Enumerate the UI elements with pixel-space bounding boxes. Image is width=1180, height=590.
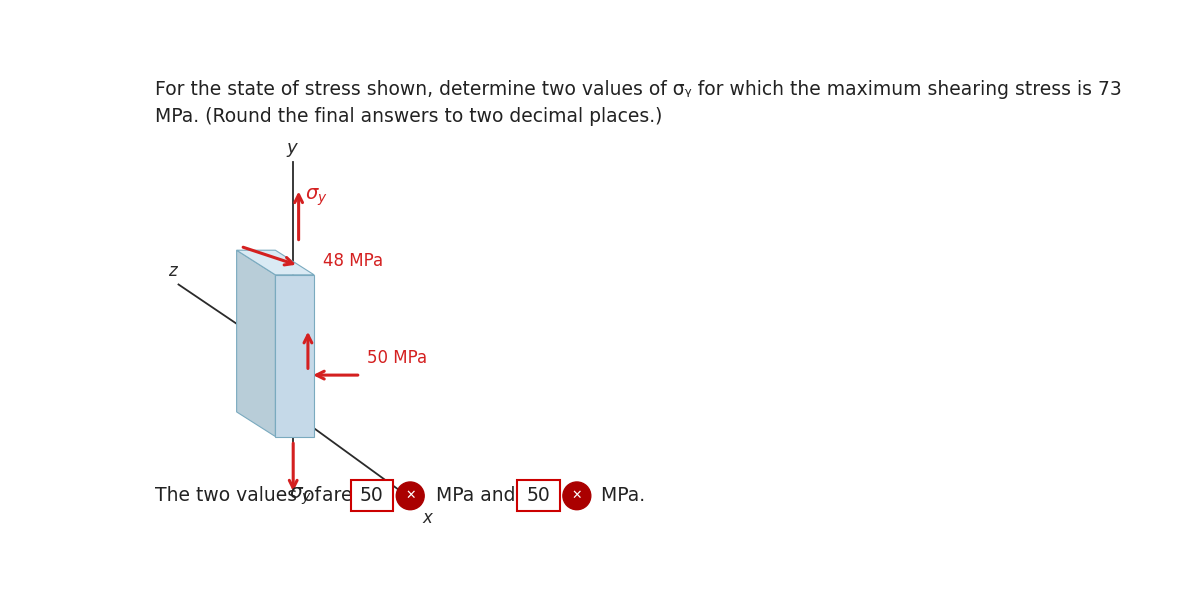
Text: MPa.: MPa.: [595, 486, 644, 506]
Circle shape: [396, 482, 424, 510]
Text: are: are: [316, 486, 352, 506]
Polygon shape: [237, 250, 275, 437]
Text: 50 MPa: 50 MPa: [367, 349, 427, 367]
Text: x: x: [422, 509, 433, 527]
Text: $\sigma_{\mathit{y}}$: $\sigma_{\mathit{y}}$: [289, 486, 312, 507]
Text: z: z: [168, 262, 177, 280]
Polygon shape: [237, 250, 314, 275]
FancyBboxPatch shape: [350, 480, 393, 512]
Text: MPa and –: MPa and –: [430, 486, 530, 506]
FancyBboxPatch shape: [517, 480, 559, 512]
Text: 48 MPa: 48 MPa: [323, 252, 384, 270]
Text: $\mathit{\sigma_y}$: $\mathit{\sigma_y}$: [304, 186, 327, 208]
Text: 50: 50: [360, 486, 384, 506]
Text: The two values of: The two values of: [156, 486, 327, 506]
Text: 50: 50: [526, 486, 550, 506]
Text: ✕: ✕: [571, 489, 582, 502]
Circle shape: [563, 482, 591, 510]
Text: y: y: [287, 139, 297, 157]
Text: ✕: ✕: [405, 489, 415, 502]
Polygon shape: [275, 275, 314, 437]
Text: For the state of stress shown, determine two values of σᵧ for which the maximum : For the state of stress shown, determine…: [156, 80, 1122, 126]
